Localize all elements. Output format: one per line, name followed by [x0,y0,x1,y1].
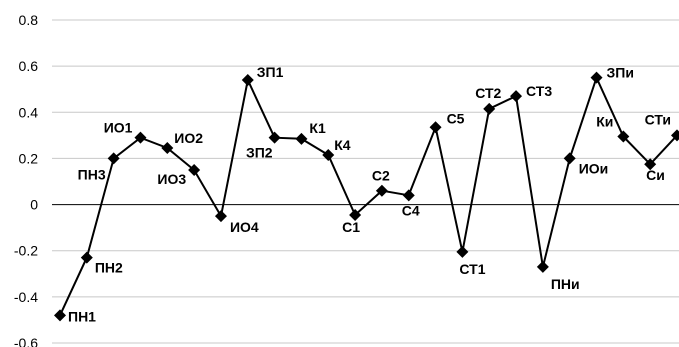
point-labels: ПН1 ПН2 ПН3 ИО1 ИО2 ИО3 ИО4 ЗП1 ЗП2 К1 К4 С1 С2 С4 С5 С… [68,64,671,324]
data-point-marker [161,142,174,155]
point-label: ПНи [551,276,580,292]
point-label: ИОи [579,160,609,176]
data-point-marker [54,309,66,322]
y-tick-label: 0.2 [19,150,39,166]
data-point-marker [375,184,388,197]
data-point-marker [456,245,469,258]
data-series [59,74,678,316]
data-point-marker [402,189,415,202]
point-label: С2 [372,168,390,184]
data-point-marker [214,210,227,223]
data-point-marker [510,90,523,103]
data-point-marker [241,73,254,86]
point-label: СТ2 [475,85,501,101]
point-label: ИО1 [104,120,133,136]
data-point-marker [188,163,201,176]
series-line [59,74,678,316]
point-label: С1 [342,219,360,235]
data-point-marker [671,129,679,142]
y-tick-label: 0.4 [19,104,39,120]
point-label: С5 [447,110,465,126]
point-label: С4 [402,202,420,218]
data-point-marker [80,251,93,264]
gridlines [52,19,679,344]
y-tick-label: 0.8 [19,12,39,28]
data-point-marker [617,130,630,143]
point-label: СТ1 [459,261,485,277]
data-point-marker [483,102,496,115]
y-tick-label: 0.6 [19,58,39,74]
data-point-marker [134,131,147,144]
data-point-marker [349,208,362,221]
data-point-marker [536,260,549,273]
y-tick-label: -0.6 [14,335,38,347]
y-tick-label: -0.4 [14,289,38,305]
point-label: ИО2 [174,130,203,146]
point-label: Ки [596,114,613,130]
data-point-marker [429,121,442,134]
point-label: ИО3 [157,171,186,187]
y-tick-label: -0.2 [14,243,38,259]
point-label: ПН3 [78,166,106,182]
point-label: ЗП1 [257,64,284,80]
y-tick-label: 0 [30,197,38,213]
point-label: Си [646,167,665,183]
point-label: ЗПи [607,65,634,81]
y-axis-ticks: 0.8 0.6 0.4 0.2 0 -0.2 -0.4 -0.6 [14,12,38,347]
point-label: СТи [645,111,671,127]
data-point-marker [644,158,657,171]
data-point-marker [107,152,120,165]
data-point-marker [295,132,308,145]
point-label: ПН2 [95,260,123,276]
point-label: ИО4 [230,219,259,235]
data-point-marker [563,152,576,165]
data-point-marker [322,148,335,161]
data-point-marker [268,131,281,144]
point-label: К4 [334,137,351,153]
point-label: ЗП2 [246,145,273,161]
point-label: СТ3 [526,83,552,99]
point-label: К1 [309,120,326,136]
data-markers [54,71,679,322]
point-label: ПН1 [68,308,96,324]
data-point-marker [590,71,603,84]
